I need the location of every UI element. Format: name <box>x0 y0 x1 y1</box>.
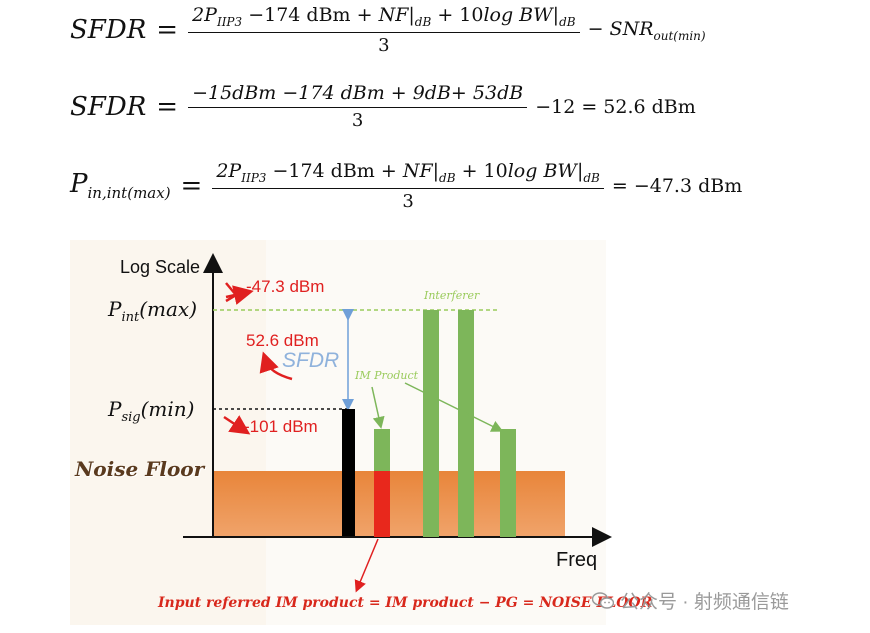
equation-1-lhs: SFDR <box>70 14 147 45</box>
p-int-max-label: Pint(max) <box>108 297 197 325</box>
equation-2-fraction: −15dBm −174 dBm + 9dB+ 53dB 3 <box>188 82 528 131</box>
equation-2-equals: = <box>156 91 179 122</box>
p-sig-suffix: (min) <box>140 397 195 421</box>
eq2-tail-main: −12 = 52.6 dBm <box>535 95 696 118</box>
equation-3-tail: = −47.3 dBm <box>612 175 742 197</box>
interferer-label: Interferer <box>424 289 480 302</box>
eq1-nf: NF| <box>378 4 415 26</box>
wechat-icon <box>591 591 615 610</box>
p-sig-sub: sig <box>121 410 141 425</box>
equation-2-denominator: 3 <box>351 110 364 131</box>
equation-1-denominator: 3 <box>378 34 390 56</box>
red-arrow-footer <box>354 538 379 593</box>
equation-pin-int-max: Pin,int(max) = 2PIIP3 −174 dBm + NF|dB +… <box>70 160 742 212</box>
x-axis-label: Freq <box>556 549 598 571</box>
annotation-sfdr-value: 52.6 dBm <box>246 331 319 350</box>
eq1-nf-sub: dB <box>414 14 432 29</box>
spectrum-diagram: Log Scale Freq Pint(max) Psig(min) Noise… <box>0 235 870 633</box>
equation-3-equals: = <box>180 170 203 201</box>
eq3-lhs-sub: in,int(max) <box>87 184 171 203</box>
eq3-lhs-main: P <box>70 169 88 200</box>
eq3-rest1: −174 dBm + <box>266 160 403 182</box>
equation-2-lhs: SFDR <box>70 91 147 122</box>
im-product-bar-right <box>500 429 516 537</box>
eq1-coef-sub: IIP3 <box>216 14 243 29</box>
equation-3-fraction: 2PIIP3 −174 dBm + NF|dB + 10log BW|dB 3 <box>212 160 604 212</box>
eq1-log-sub: dB <box>559 14 576 29</box>
equation-sfdr-general: SFDR = 2PIIP3 −174 dBm + NF|dB + 10log B… <box>70 4 706 56</box>
eq3-nf-sub: dB <box>439 170 456 185</box>
eq3-log-sub: dB <box>583 170 600 185</box>
eq1-tail-sub: out(min) <box>653 28 706 43</box>
equation-2-tail: −12 = 52.6 dBm <box>535 96 696 118</box>
interferer-bar-1 <box>423 310 439 537</box>
p-int-main: P <box>108 297 122 321</box>
eq3-coef: 2P <box>216 160 242 182</box>
watermark: 公众号 · 射频通信链 <box>591 587 789 614</box>
red-arrow-top-hook <box>225 282 238 303</box>
watermark-text: 公众号 · 射频通信链 <box>620 592 789 613</box>
red-arrow-bottom <box>223 415 251 435</box>
eq1-tail-main: − SNR <box>587 17 654 40</box>
eq3-log: log BW| <box>507 160 584 182</box>
equation-1-fraction: 2PIIP3 −174 dBm + NF|dB + 10log BW|dB 3 <box>188 4 580 56</box>
eq3-coef-sub: IIP3 <box>241 170 267 185</box>
eq1-rest1: −174 dBm + <box>242 4 379 26</box>
equation-1-equals: = <box>156 14 179 45</box>
annotation-minus-101: -101 dBm <box>244 417 318 436</box>
im-arrow-right <box>404 382 504 432</box>
eq3-rest2: + 10 <box>455 160 508 182</box>
eq3-tail-main: = −47.3 dBm <box>611 174 743 197</box>
p-sig-main: P <box>108 397 122 421</box>
p-sig-min-label: Psig(min) <box>108 397 194 425</box>
eq1-log: log BW| <box>483 4 560 26</box>
equation-sfdr-numeric: SFDR = −15dBm −174 dBm + 9dB+ 53dB 3 −12… <box>70 82 696 131</box>
equation-1-numerator: 2PIIP3 −174 dBm + NF|dB + 10log BW|dB <box>188 4 580 33</box>
interferer-bar-2 <box>458 310 474 537</box>
equation-3-denominator: 3 <box>402 190 414 212</box>
im-product-label: IM Product <box>355 369 419 382</box>
eq3-nf: NF| <box>402 160 440 182</box>
spectrum-svg <box>183 253 612 593</box>
noise-floor-label: Noise Floor <box>75 457 205 481</box>
y-axis-label: Log Scale <box>120 257 201 277</box>
im-product-bar-left-red <box>374 471 390 537</box>
signal-bar <box>342 409 355 536</box>
annotation-minus-47-3: -47.3 dBm <box>246 277 325 296</box>
footer-note: Input referred IM product = IM product −… <box>158 595 653 611</box>
p-int-suffix: (max) <box>139 297 198 321</box>
equation-3-lhs: Pin,int(max) <box>70 169 171 202</box>
p-int-sub: int <box>121 310 140 325</box>
red-arrow-sfdr <box>259 351 293 381</box>
im-arrow-left <box>371 386 385 429</box>
equation-3-numerator: 2PIIP3 −174 dBm + NF|dB + 10log BW|dB <box>212 160 604 189</box>
annotation-sfdr: SFDR <box>282 349 340 372</box>
eq1-rest2: + 10 <box>431 4 484 26</box>
equation-2-numerator: −15dBm −174 dBm + 9dB+ 53dB <box>188 82 528 108</box>
eq1-coef: 2P <box>192 4 217 26</box>
equation-1-tail: − SNRout(min) <box>588 18 706 43</box>
